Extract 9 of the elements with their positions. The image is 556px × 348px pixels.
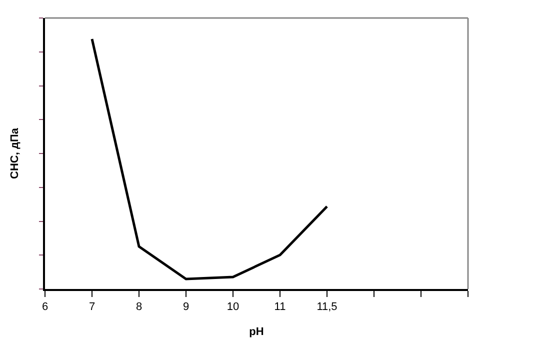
x-tick-label: 11,5 — [316, 301, 338, 314]
x-tick-label: 8 — [136, 301, 142, 314]
y-axis-title: СНС, дПа — [9, 127, 22, 179]
x-tick-label: 10 — [226, 301, 240, 314]
x-axis-title: pH — [249, 326, 264, 338]
x-tick-label: 6 — [42, 301, 48, 314]
x-tick-label: 11 — [274, 301, 286, 314]
x-tick-label: 9 — [182, 301, 190, 314]
x-tick-label: 7 — [88, 301, 96, 314]
